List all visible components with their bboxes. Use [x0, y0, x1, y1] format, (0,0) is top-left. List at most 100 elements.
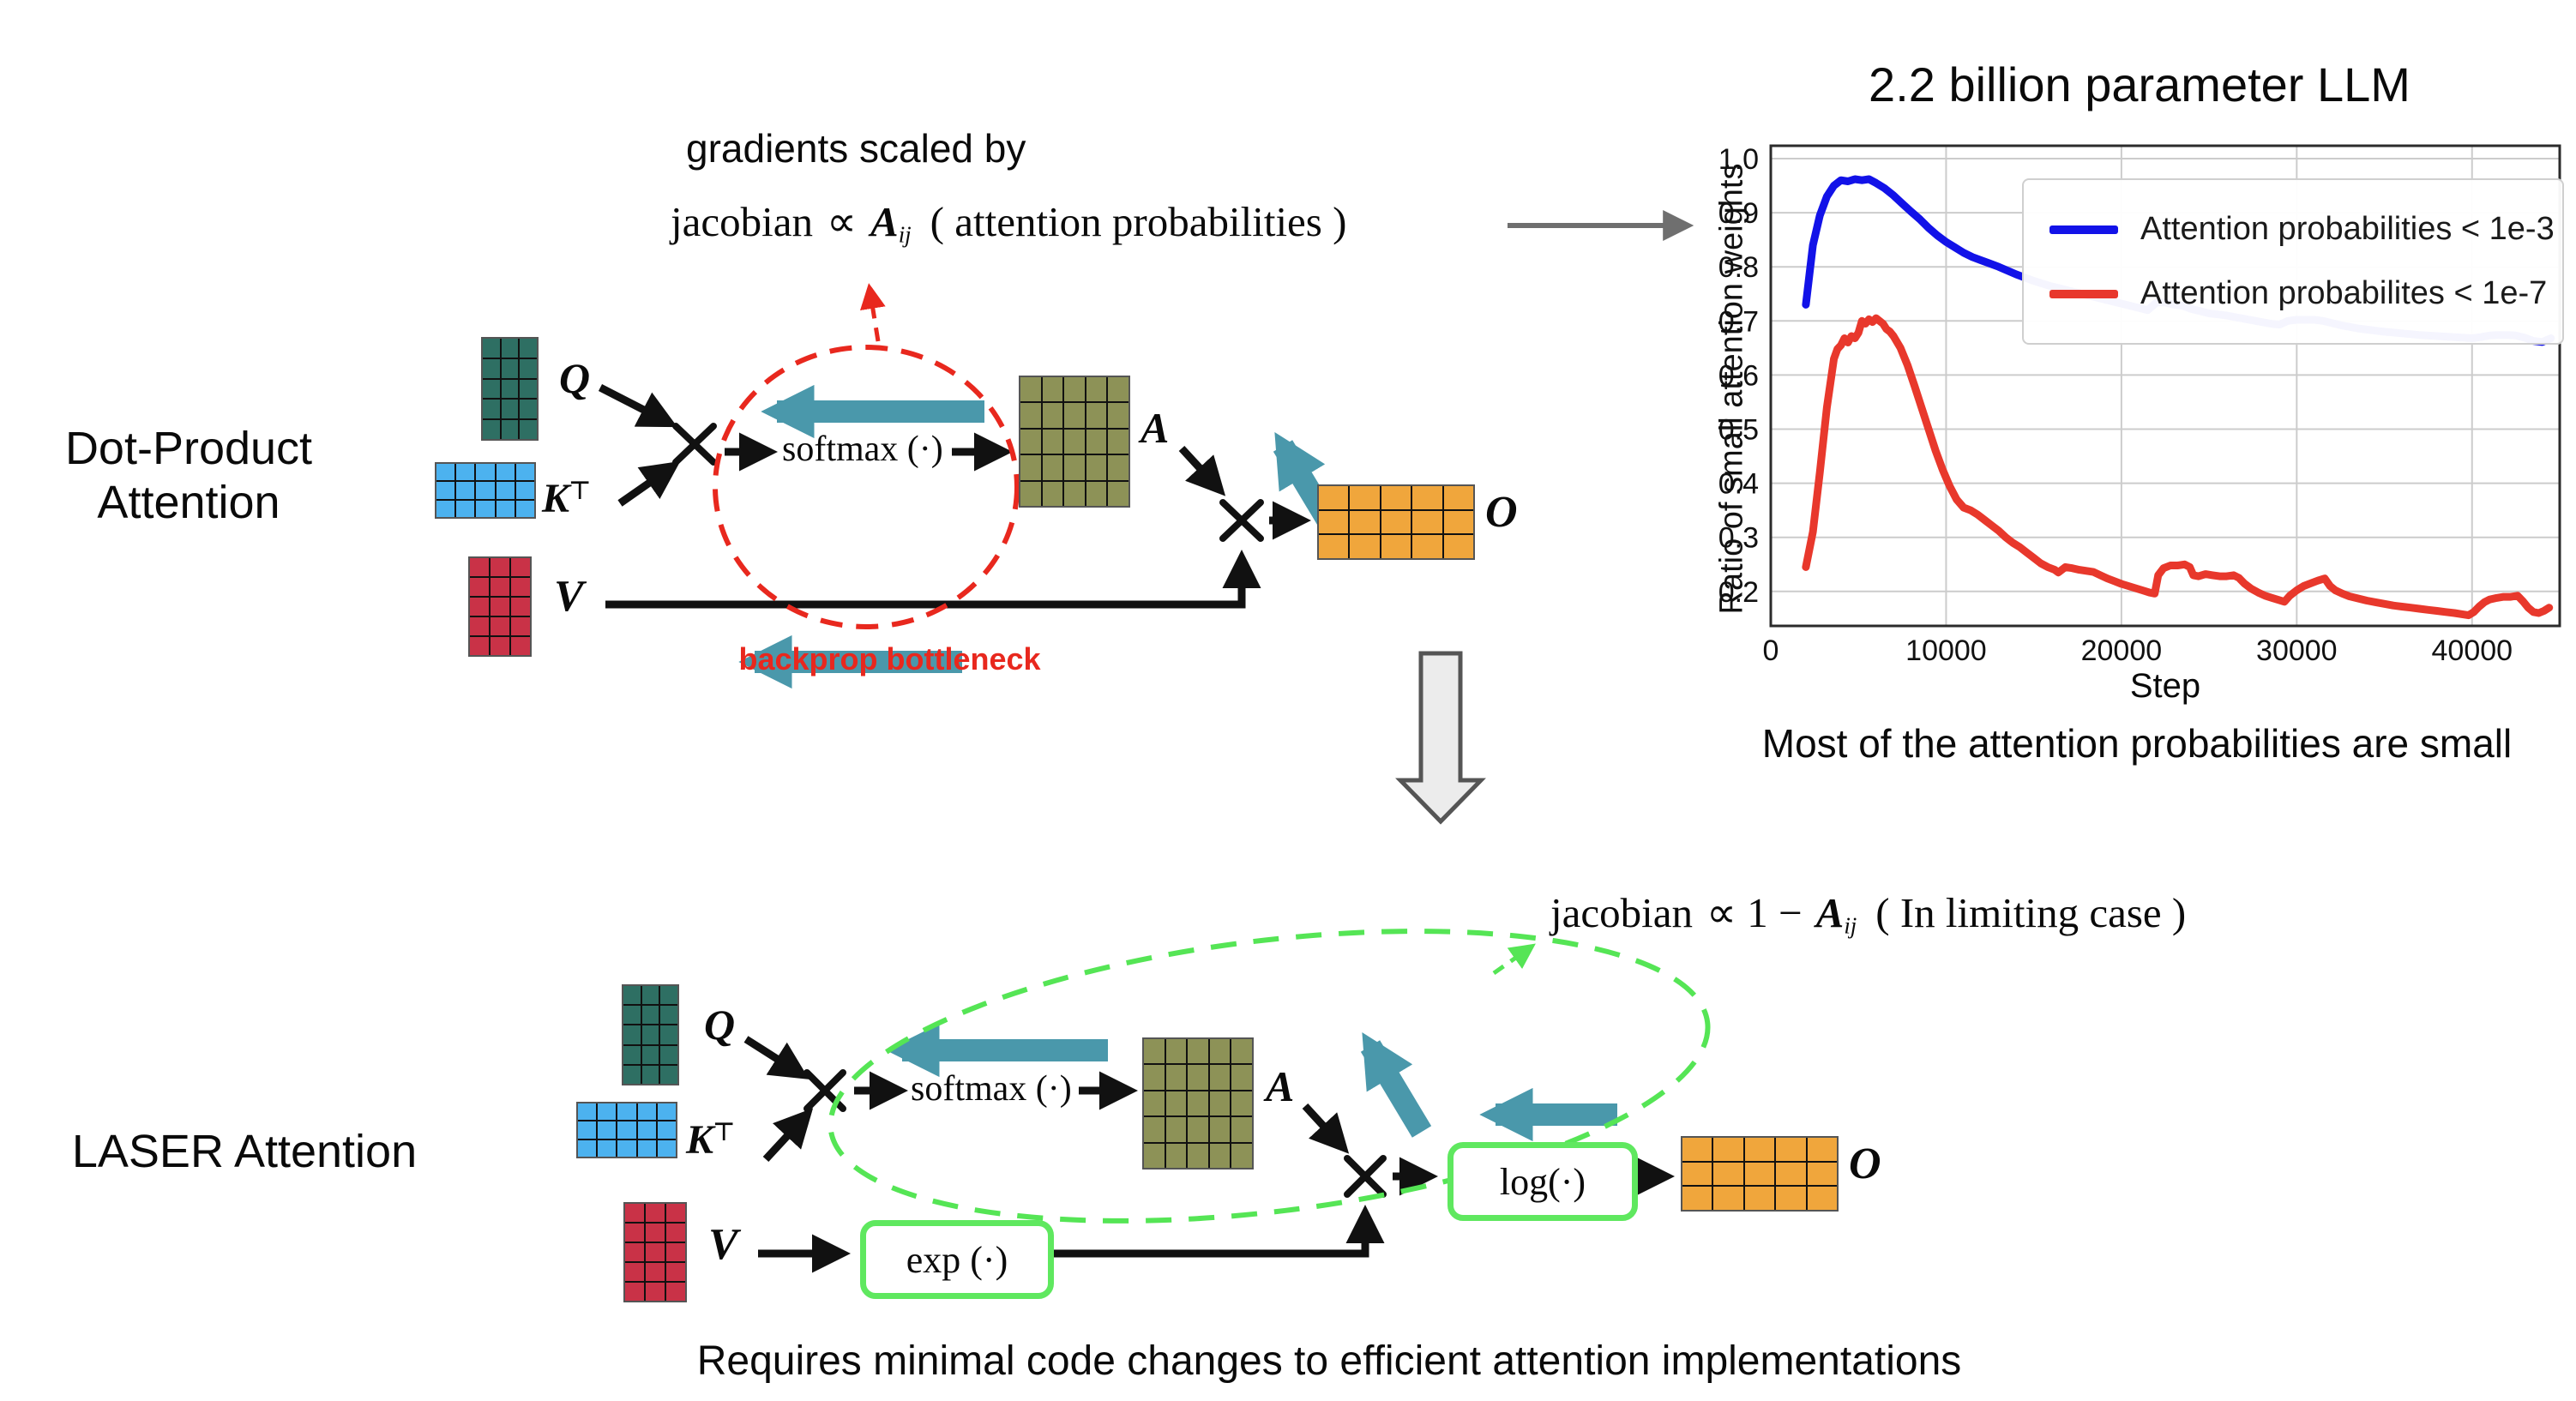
matrix-cell — [1209, 1117, 1231, 1142]
matrix-cell — [511, 598, 530, 616]
ytick-label: 0.5 — [1718, 414, 1759, 447]
bottom-caption: Requires minimal code changes to efficie… — [696, 1338, 1962, 1384]
matrix-cell — [1807, 1138, 1837, 1161]
xtick-label: 0 — [1763, 634, 1779, 667]
matrix-cell — [657, 1121, 676, 1139]
arrow-a-to-matmul2 — [1178, 445, 1226, 496]
laser-jacobian-ellipse — [828, 929, 1711, 1224]
matrix-cell — [1064, 377, 1085, 402]
matrix-cell — [1412, 535, 1442, 558]
laser-exp-path-line — [1044, 1205, 1385, 1258]
matrix-cell — [1144, 1039, 1165, 1064]
matmul2-cross-icon — [1219, 499, 1264, 542]
matrix-cell — [515, 482, 534, 499]
matrix-cell — [625, 1283, 644, 1301]
ytick-label: 1.0 — [1718, 143, 1759, 176]
matrix-cell — [1064, 481, 1085, 506]
laser-arrow-q-to-matmul — [743, 1036, 810, 1079]
ytick-label: 0.3 — [1718, 522, 1759, 555]
matrix-cell — [666, 1283, 685, 1301]
matrix-cell — [1165, 1117, 1187, 1142]
dot-product-title: Dot-Product Attention — [9, 422, 369, 529]
o-label-bottom: O — [1849, 1139, 1881, 1188]
matrix-cell — [1020, 481, 1041, 506]
matrix-cell — [1188, 1091, 1208, 1116]
jacobian-subscript: ij — [898, 221, 912, 248]
q-label-bottom: Q — [704, 1001, 736, 1049]
matrix-cell — [1144, 1065, 1165, 1090]
laser-matmul2-cross-icon — [1344, 1155, 1387, 1198]
matrix-cell — [657, 1103, 676, 1121]
matrix-cell — [1231, 1117, 1252, 1142]
matrix-cell — [646, 1283, 665, 1301]
matrix-cell — [501, 400, 519, 419]
matrix-cell — [470, 637, 489, 655]
matrix-cell — [470, 578, 489, 596]
laser-jacobian-word: jacobian — [1550, 889, 1693, 936]
matrix-cell — [1776, 1162, 1806, 1186]
matrix-cell — [1020, 429, 1041, 454]
matrix-cell — [476, 482, 495, 499]
xtick-label: 40000 — [2432, 634, 2513, 667]
transpose-symbol-bottom: ⊤ — [713, 1119, 735, 1146]
matrix-cell — [1086, 481, 1107, 506]
matrix-cell — [491, 617, 509, 635]
matrix-cell — [666, 1263, 685, 1281]
matrix-cell — [1231, 1091, 1252, 1116]
matrix-cell — [501, 379, 519, 399]
laser-jacobian-pointer-arrow-icon — [1492, 943, 1536, 976]
matrix-cell — [1188, 1117, 1208, 1142]
q-matrix-top — [481, 337, 539, 441]
arrow-q-to-matmul — [598, 383, 678, 428]
matrix-cell — [641, 1065, 659, 1084]
chart-grid-and-series: 1.0 0.9 0.8 0.7 0.6 0.5 0.4 0.3 0.20 10000 20000 30… — [1718, 143, 2560, 667]
matrix-cell — [1807, 1162, 1837, 1186]
legend-label-red: Attention probabilites < 1e-7 — [2140, 275, 2548, 311]
gradients-note: gradients scaled by — [686, 126, 1026, 171]
matrix-cell — [1188, 1143, 1208, 1168]
matrix-cell — [436, 500, 455, 517]
matrix-cell — [660, 1065, 677, 1084]
matrix-cell — [520, 400, 537, 419]
matrix-cell — [483, 420, 500, 439]
v-path-line — [605, 550, 1261, 609]
o-matrix-bottom — [1681, 1136, 1839, 1212]
matrix-cell — [1381, 486, 1411, 509]
laser-jacobian-note: jacobian ∝ 1 − Aij ( In limiting case ) — [1550, 888, 2186, 940]
matrix-cell — [511, 637, 530, 655]
matrix-cell — [1744, 1138, 1775, 1161]
matrix-cell — [476, 464, 495, 481]
matrix-cell — [511, 617, 530, 635]
matrix-cell — [641, 1025, 659, 1044]
kt-matrix-top — [435, 462, 536, 519]
matrix-cell — [660, 986, 677, 1005]
series-line-1 — [1802, 314, 2554, 620]
ytick-label: 0.8 — [1718, 251, 1759, 284]
matrix-cell — [1319, 535, 1349, 558]
matrix-cell — [496, 500, 515, 517]
chart-legend: Attention probabilities < 1e-3 Attention… — [2022, 178, 2564, 345]
o-label-top: O — [1485, 488, 1518, 537]
matrix-cell — [496, 464, 515, 481]
v-label-bottom: V — [708, 1220, 738, 1269]
k-letter: K — [542, 476, 570, 521]
matrix-cell — [646, 1204, 665, 1222]
matrix-cell — [491, 558, 509, 576]
a-matrix-top — [1019, 376, 1130, 508]
laser-proportional-symbol: ∝ 1 − — [1706, 889, 1803, 936]
matrix-cell — [1776, 1187, 1806, 1210]
matrix-cell — [1042, 481, 1063, 506]
a-label-bottom: A — [1266, 1062, 1295, 1110]
matrix-cell — [501, 358, 519, 378]
matrix-cell — [1165, 1091, 1187, 1116]
v-matrix-bottom — [623, 1202, 687, 1302]
matmul-cross-icon — [672, 423, 717, 466]
matrix-cell — [657, 1139, 676, 1157]
matrix-cell — [1381, 510, 1411, 534]
matrix-cell — [1042, 429, 1063, 454]
matrix-cell — [578, 1103, 597, 1121]
matrix-cell — [1443, 535, 1473, 558]
matrix-cell — [1144, 1117, 1165, 1142]
matrix-cell — [617, 1121, 636, 1139]
